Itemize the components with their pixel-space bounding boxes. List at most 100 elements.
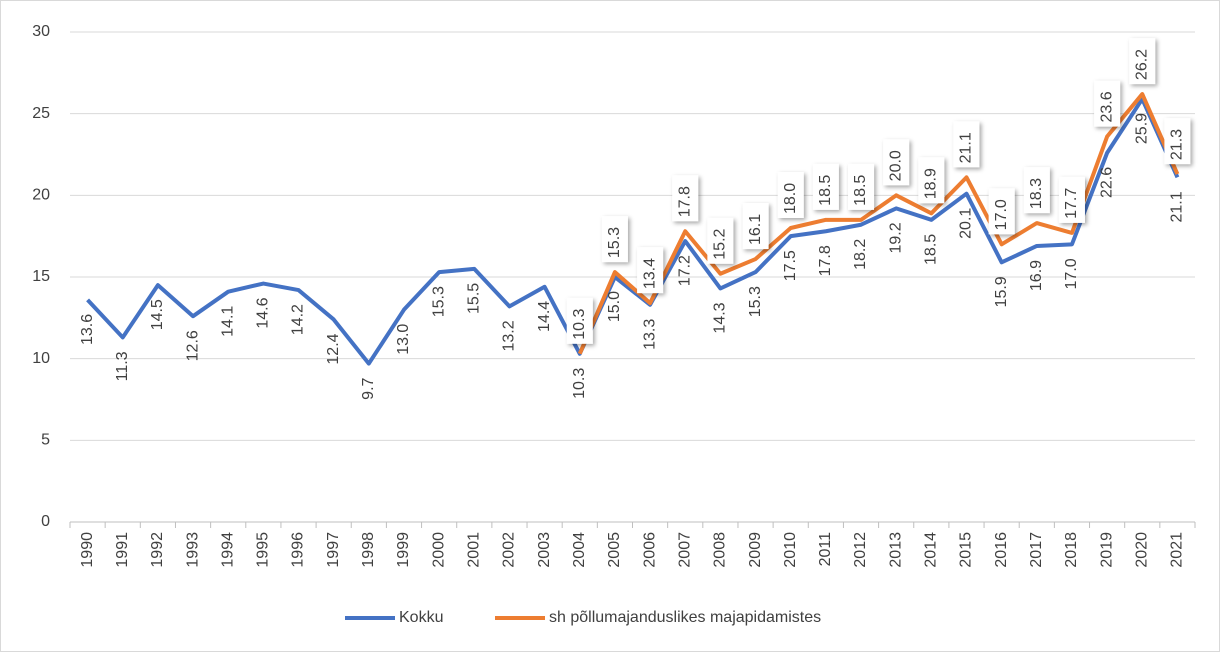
x-tick-label: 1995 xyxy=(255,532,272,568)
x-tick-label: 1992 xyxy=(149,532,166,568)
data-label-box xyxy=(1058,176,1085,223)
data-label: 11.3 xyxy=(114,351,131,381)
data-label-box xyxy=(707,217,734,264)
data-label: 19.2 xyxy=(887,222,904,253)
data-label: 13.3 xyxy=(641,319,658,350)
data-label: 20.1 xyxy=(958,208,975,239)
data-label: 10.3 xyxy=(571,309,588,340)
x-tick-label: 1996 xyxy=(290,532,307,568)
data-label: 13.6 xyxy=(79,314,96,345)
data-label-box xyxy=(777,172,804,218)
data-label: 14.4 xyxy=(536,301,553,332)
data-label: 15.3 xyxy=(747,286,764,317)
x-tick-label: 2012 xyxy=(852,532,869,568)
data-label: 18.5 xyxy=(817,175,834,206)
data-label: 17.7 xyxy=(1063,188,1080,219)
data-label: 14.6 xyxy=(255,297,272,328)
data-label: 13.4 xyxy=(641,258,658,289)
x-tick-label: 2017 xyxy=(1028,532,1045,568)
x-tick-label: 2001 xyxy=(466,532,483,568)
x-tick-label: 2000 xyxy=(430,532,447,568)
data-label-box xyxy=(1129,38,1156,85)
x-tick-label: 2018 xyxy=(1063,532,1080,568)
data-label-box xyxy=(812,163,839,210)
data-label: 21.3 xyxy=(1169,129,1186,160)
data-label-box xyxy=(601,216,628,263)
y-tick-label: 20 xyxy=(32,187,50,204)
data-label: 14.5 xyxy=(149,299,166,330)
data-label: 21.1 xyxy=(958,132,975,163)
x-tick-label: 2015 xyxy=(958,532,975,568)
y-tick-label: 5 xyxy=(41,432,50,449)
data-label: 15.2 xyxy=(712,228,729,259)
x-tick-label: 2006 xyxy=(641,532,658,568)
data-label-box xyxy=(953,121,980,168)
y-tick-label: 25 xyxy=(32,105,50,122)
y-tick-label: 30 xyxy=(32,23,50,40)
data-label: 23.6 xyxy=(1098,91,1115,122)
x-tick-label: 2010 xyxy=(782,532,799,568)
x-tick-label: 1998 xyxy=(360,532,377,568)
data-label-box xyxy=(848,163,875,210)
x-tick-label: 2004 xyxy=(571,532,588,568)
x-tick-label: 2019 xyxy=(1098,532,1115,568)
x-tick-label: 2016 xyxy=(993,532,1010,568)
y-tick-label: 0 xyxy=(41,513,50,530)
legend-label: sh põllumajanduslikes majapidamistes xyxy=(549,609,821,626)
data-label-box xyxy=(1164,118,1191,165)
x-tick-label: 1993 xyxy=(184,532,201,568)
data-label: 18.9 xyxy=(923,168,940,199)
x-tick-label: 2005 xyxy=(606,532,623,568)
data-label: 16.9 xyxy=(1028,260,1045,291)
x-tick-label: 2009 xyxy=(747,532,764,568)
x-tick-label: 1991 xyxy=(114,532,131,568)
data-label: 9.7 xyxy=(360,377,377,399)
data-label: 15.9 xyxy=(993,276,1010,307)
data-label: 15.5 xyxy=(466,283,483,314)
data-label: 26.2 xyxy=(1133,49,1150,80)
data-label: 18.0 xyxy=(782,183,799,214)
data-label: 10.3 xyxy=(571,368,588,399)
x-tick-label: 2003 xyxy=(536,532,553,568)
data-label: 15.3 xyxy=(430,286,447,317)
data-label: 14.2 xyxy=(290,304,307,335)
data-label: 22.6 xyxy=(1098,167,1115,198)
series-line xyxy=(86,96,1180,366)
data-label: 17.8 xyxy=(817,245,834,276)
data-label-box xyxy=(1023,167,1050,214)
data-label-box xyxy=(637,247,664,294)
data-label: 20.0 xyxy=(887,150,904,181)
data-label: 13.2 xyxy=(501,320,518,351)
data-label: 15.3 xyxy=(606,227,623,258)
data-label: 18.2 xyxy=(852,239,869,270)
data-label: 14.1 xyxy=(219,306,236,337)
data-label: 18.3 xyxy=(1028,178,1045,209)
data-label: 12.4 xyxy=(325,333,342,364)
x-tick-label: 1997 xyxy=(325,532,342,568)
y-tick-label: 10 xyxy=(32,350,50,367)
data-label: 17.0 xyxy=(993,199,1010,230)
x-tick-label: 1999 xyxy=(395,532,412,568)
data-label: 15.0 xyxy=(606,291,623,322)
data-label: 12.6 xyxy=(184,330,201,361)
data-label: 21.1 xyxy=(1169,191,1186,222)
data-label-box xyxy=(672,175,699,222)
data-label-box xyxy=(1094,80,1121,127)
x-tick-label: 2014 xyxy=(923,532,940,568)
x-tick-label: 2013 xyxy=(887,532,904,568)
x-tick-label: 2008 xyxy=(712,532,729,568)
data-label: 13.0 xyxy=(395,324,412,355)
x-tick-label: 2021 xyxy=(1169,532,1186,568)
data-label: 18.5 xyxy=(852,175,869,206)
data-label: 17.5 xyxy=(782,250,799,281)
y-tick-label: 15 xyxy=(32,268,50,285)
data-label: 25.9 xyxy=(1133,113,1150,144)
x-tick-label: 2002 xyxy=(501,532,518,568)
legend-label: Kokku xyxy=(399,609,443,626)
data-label: 17.8 xyxy=(676,186,693,217)
data-label-box xyxy=(883,139,910,186)
data-label-box xyxy=(988,188,1015,235)
x-tick-label: 2011 xyxy=(817,532,834,567)
data-label: 17.2 xyxy=(676,255,693,286)
